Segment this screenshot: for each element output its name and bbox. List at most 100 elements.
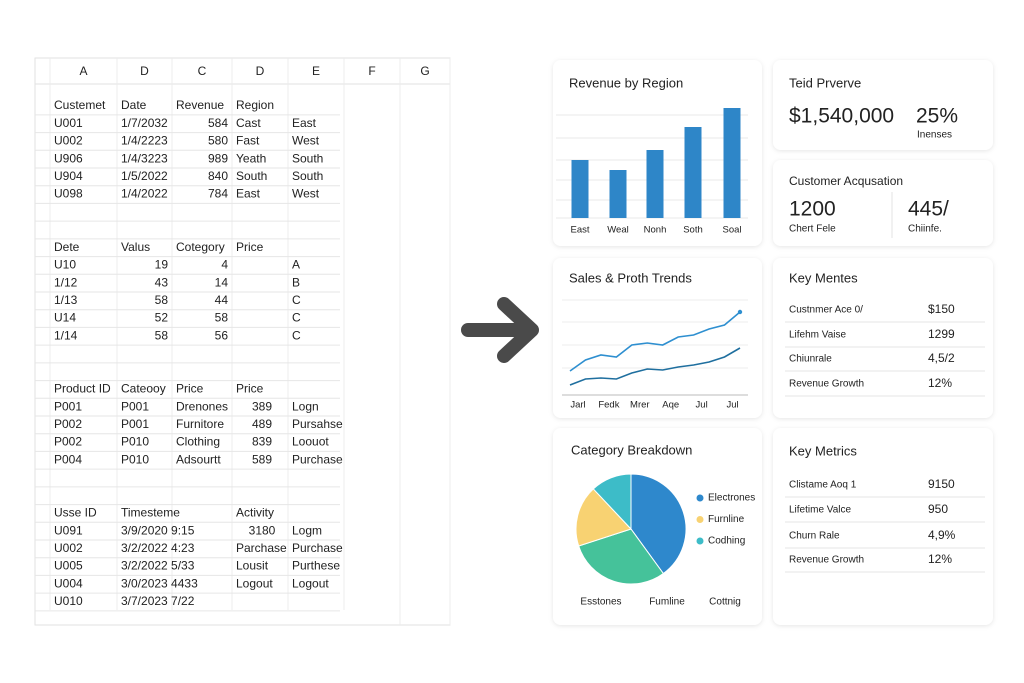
cell: Usse ID xyxy=(54,506,97,520)
kpi-value: $1,540,000 xyxy=(789,105,894,128)
card-title: Key Metrics xyxy=(789,443,857,458)
x-tick-label: Jul xyxy=(696,400,708,411)
cell: U010 xyxy=(54,594,83,608)
cell: P010 xyxy=(121,452,149,466)
pie-slice xyxy=(575,488,632,547)
column-header: C xyxy=(198,64,207,78)
pie-slice xyxy=(592,473,632,531)
x-tick-label: Jul xyxy=(726,400,738,411)
cell: South xyxy=(236,169,267,183)
cell: P001 xyxy=(121,417,149,431)
cell: 14 xyxy=(215,275,229,289)
cell: Region xyxy=(236,98,274,112)
bar xyxy=(723,108,741,218)
kpi-label: Chert Fele xyxy=(789,224,836,235)
cell: 1/12 xyxy=(54,275,78,289)
metric-label: Custnmer Ace 0/ xyxy=(789,305,863,316)
x-tick-label: Jarl xyxy=(570,400,585,411)
cell: 1/4/2223 xyxy=(121,134,168,148)
card xyxy=(773,160,993,246)
column-header: F xyxy=(368,64,375,78)
cell: C xyxy=(292,311,301,325)
metric-label: Lifehm Vaise xyxy=(789,330,847,341)
metric-value: 4,5/2 xyxy=(928,351,955,365)
cell: 839 xyxy=(252,435,272,449)
column-header: G xyxy=(420,64,429,78)
kpi-value: 1200 xyxy=(789,198,836,221)
cell: Revenue xyxy=(176,98,224,112)
cell: Clothing xyxy=(176,435,220,449)
cell: U14 xyxy=(54,311,76,325)
kpi-label: Inenses xyxy=(917,130,952,141)
card-title: Teid Prverve xyxy=(789,75,861,90)
cell: 19 xyxy=(155,258,169,272)
cell: U004 xyxy=(54,576,83,590)
cell: 989 xyxy=(208,151,228,165)
cell: Yeath xyxy=(236,151,266,165)
cell: 589 xyxy=(252,452,272,466)
cell: South xyxy=(292,151,323,165)
cell: 4 xyxy=(221,258,228,272)
cell: 3/9/2020 9:15 xyxy=(121,523,195,537)
pie-slice xyxy=(630,473,687,575)
cell: Logn xyxy=(292,399,319,413)
column-header: D xyxy=(140,64,149,78)
card xyxy=(773,258,993,418)
footer-label: Esstones xyxy=(580,597,621,608)
cell: Purchase xyxy=(292,541,343,555)
cell: 1/14 xyxy=(54,328,78,342)
cell: Custemet xyxy=(54,98,106,112)
metric-value: $150 xyxy=(928,302,955,316)
metric-value: 950 xyxy=(928,502,948,516)
cell: Pursahse xyxy=(292,417,343,431)
cell: U001 xyxy=(54,116,83,130)
cell: 43 xyxy=(155,275,169,289)
metric-value: 9150 xyxy=(928,477,955,491)
cell: South xyxy=(292,169,323,183)
footer-label: Cottnig xyxy=(709,597,741,608)
cell: Product ID xyxy=(54,382,111,396)
cell: Loouot xyxy=(292,435,329,449)
bar xyxy=(646,150,664,218)
cell: P002 xyxy=(54,435,82,449)
legend-label: Codhing xyxy=(708,536,745,547)
line-series xyxy=(569,347,741,386)
cell: Cast xyxy=(236,116,261,130)
cell: Purchase xyxy=(292,452,343,466)
cell: West xyxy=(292,134,320,148)
legend-label: Electrones xyxy=(708,493,755,504)
chart-title: Sales & Proth Trends xyxy=(569,270,692,285)
cell: C xyxy=(292,293,301,307)
cell: Cateooy xyxy=(121,382,166,396)
cell: Logout xyxy=(292,576,329,590)
cell: U098 xyxy=(54,187,83,201)
cell: 580 xyxy=(208,134,228,148)
kpi-value: 445/ xyxy=(908,198,949,221)
cell: P010 xyxy=(121,435,149,449)
cell: Parchase xyxy=(236,541,287,555)
cell: 389 xyxy=(252,399,272,413)
metric-value: 4,9% xyxy=(928,528,956,542)
bar xyxy=(684,127,702,218)
cell: 3/2/2022 4:23 xyxy=(121,541,195,555)
cell: 3/2/2022 5/33 xyxy=(121,559,195,573)
pie-slice xyxy=(578,528,665,585)
footer-label: Fumline xyxy=(649,597,685,608)
cell: Logm xyxy=(292,523,322,537)
cell: 1/13 xyxy=(54,293,78,307)
legend-label: Furnline xyxy=(708,514,745,525)
cell: Fast xyxy=(236,134,260,148)
metric-value: 12% xyxy=(928,376,952,390)
column-header: D xyxy=(256,64,265,78)
legend-swatch xyxy=(696,494,704,502)
cell: East xyxy=(236,187,261,201)
x-tick-label: Weal xyxy=(607,225,628,236)
cell: P004 xyxy=(54,452,82,466)
cell: Timesteme xyxy=(121,506,180,520)
kpi-label: Chiinfe. xyxy=(908,224,942,235)
end-point xyxy=(737,309,743,315)
legend-swatch xyxy=(696,516,704,523)
cell: 56 xyxy=(215,328,229,342)
cell: P001 xyxy=(54,399,82,413)
